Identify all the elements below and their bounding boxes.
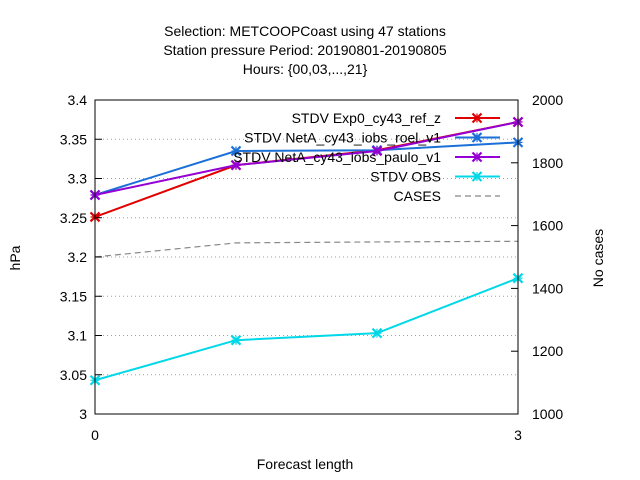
y2-tick-label: 1400 [532, 280, 563, 296]
x-axis-label: Forecast length [257, 456, 354, 472]
legend-label: STDV NetA_cy43_iobs_paulo_v1 [233, 149, 441, 165]
axes: 3 3.05 3.1 3.15 3.2 3.25 3.3 3.35 3.4 1000 1200 140… [60, 92, 564, 443]
y2-tick-label: 1000 [532, 406, 563, 422]
x-tick-label: 0 [91, 427, 99, 443]
data-point [230, 334, 242, 346]
y-tick-label: 3.4 [68, 92, 88, 108]
legend: STDV Exp0_cy43_ref_z STDV NetA_cy43_iobs_… [233, 110, 500, 204]
chart-title: Selection: METCOOPCoast using 47 station… [163, 23, 447, 77]
y-tick-label: 3.1 [68, 328, 88, 344]
y2-axis-label: No cases [590, 229, 606, 287]
y-tick-label: 3.35 [60, 131, 87, 147]
legend-label: CASES [394, 188, 441, 204]
y2-tick-label: 1600 [532, 218, 563, 234]
title-line: Hours: {00,03,...,21} [243, 61, 368, 77]
y2-tick-label: 1200 [532, 343, 563, 359]
legend-label: STDV OBS [370, 169, 441, 185]
y2-tick-label: 1800 [532, 155, 563, 171]
y-tick-label: 3.2 [68, 249, 88, 265]
legend-marker [471, 112, 483, 124]
series-line [94, 277, 519, 382]
y2-tick-label: 2000 [532, 92, 563, 108]
y-tick-label: 3.15 [60, 288, 87, 304]
y-tick-label: 3 [79, 406, 87, 422]
legend-marker [471, 151, 483, 163]
y-axis-label: hPa [7, 245, 23, 270]
legend-marker [471, 132, 483, 143]
data-point [371, 145, 383, 157]
legend-marker [471, 171, 483, 182]
y-tick-label: 3.05 [60, 367, 87, 383]
series-line [94, 240, 519, 258]
series-line [94, 141, 519, 196]
title-line: Station pressure Period: 20190801-201908… [163, 42, 447, 58]
legend-label: STDV Exp0_cy43_ref_z [292, 110, 441, 126]
title-line: Selection: METCOOPCoast using 47 station… [164, 23, 446, 39]
y-tick-label: 3.25 [60, 210, 87, 226]
data-point [230, 145, 242, 157]
x-tick-label: 3 [514, 427, 522, 443]
data-point [371, 327, 383, 339]
series-line [94, 121, 519, 196]
data-point [230, 159, 242, 171]
grid [95, 138, 518, 376]
legend-label: STDV NetA_cy43_iobs_roel_v1 [244, 130, 441, 146]
plot-frame [94, 99, 519, 415]
y-tick-label: 3.3 [68, 171, 88, 187]
